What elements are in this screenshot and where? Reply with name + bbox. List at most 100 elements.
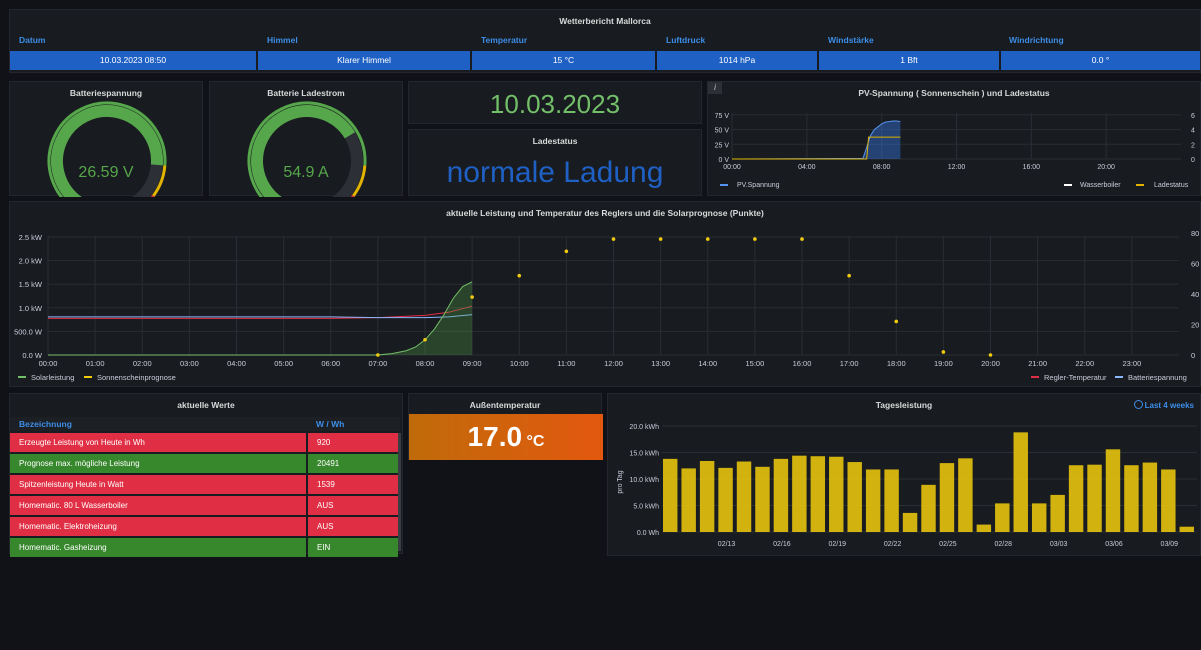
main-xtick: 14:00 xyxy=(698,359,717,368)
daily-ytick: 20.0 kWh xyxy=(629,424,659,431)
gauge-voltage-threshold-red xyxy=(150,194,155,197)
daily-xtick: 03/06 xyxy=(1105,541,1123,548)
weather-title: Wetterbericht Mallorca xyxy=(559,16,651,26)
daily-bar xyxy=(736,461,752,532)
row-label: Homematic. 80 L Wasserboiler xyxy=(10,496,306,515)
daily-bar xyxy=(773,458,789,532)
gauge-current-arcs xyxy=(247,101,367,197)
daily-bar xyxy=(921,484,936,532)
pv-ytick-right: 4 xyxy=(1191,128,1195,135)
values-header-value[interactable]: W / Wh xyxy=(316,419,345,429)
main-ytick-right: 60 xyxy=(1191,260,1199,269)
values-header-label[interactable]: Bezeichnung xyxy=(19,419,72,429)
main-ytick-left: 2.0 kW xyxy=(19,257,43,266)
header-temperatur[interactable]: Temperatur xyxy=(481,35,528,45)
gauge-voltage-title: Batteriespannung xyxy=(69,88,143,98)
main-xtick: 13:00 xyxy=(651,359,670,368)
values-scrollbar[interactable] xyxy=(398,433,401,551)
row-label: Spitzenleistung Heute in Watt xyxy=(10,475,306,494)
main-ytick-right: 20 xyxy=(1191,321,1199,330)
header-windstaerke[interactable]: Windstärke xyxy=(828,35,874,45)
row-value: AUS xyxy=(308,517,398,536)
legend-swatch-solar xyxy=(18,376,26,378)
info-icon[interactable]: i xyxy=(708,82,722,94)
row-label: Erzeugte Leistung von Heute in Wh xyxy=(10,433,306,452)
ladestatus-title: Ladestatus xyxy=(532,136,578,146)
daily-bar xyxy=(810,456,826,532)
solarleistung-area xyxy=(48,281,473,355)
daily-bar xyxy=(829,456,844,532)
gauge-voltage-threshold-yellow xyxy=(152,165,167,197)
main-ytick-right: 0 xyxy=(1191,351,1195,360)
main-xtick: 02:00 xyxy=(133,359,152,368)
sonnenscheinprognose-point xyxy=(517,273,522,278)
daily-bar xyxy=(1161,469,1176,532)
gauge-current-title: Batterie Ladestrom xyxy=(267,88,345,98)
cell-windrichtung: 0.0 ° xyxy=(1001,51,1200,70)
daily-xtick: 02/25 xyxy=(939,541,957,548)
daily-bar xyxy=(1105,449,1121,532)
header-himmel[interactable]: Himmel xyxy=(267,35,298,45)
main-xtick: 12:00 xyxy=(604,359,623,368)
cell-windstaerke: 1 Bft xyxy=(819,51,999,70)
gauge-voltage-value: 26.59 V xyxy=(78,164,134,181)
legend-swatch-boiler xyxy=(1064,184,1072,186)
main-xtick: 00:00 xyxy=(39,359,58,368)
time-range-label: Last 4 weeks xyxy=(1144,401,1194,410)
ladestatus-panel: Ladestatus normale Ladung xyxy=(408,129,702,196)
gauge-voltage-threshold-green xyxy=(47,101,167,197)
main-ytick-left: 2.5 kW xyxy=(19,233,43,242)
sonnenscheinprognose-point xyxy=(800,237,804,241)
daily-bar xyxy=(884,469,899,532)
daily-bar xyxy=(847,462,862,532)
daily-xtick: 02/28 xyxy=(995,541,1013,548)
main-chart-title: aktuelle Leistung und Temperatur des Reg… xyxy=(446,208,764,218)
cell-temperatur: 15 °C xyxy=(472,51,655,70)
outdoor-panel: Außentemperatur 17.0 °C xyxy=(408,393,603,460)
header-windrichtung[interactable]: Windrichtung xyxy=(1009,35,1064,45)
daily-bar xyxy=(1142,462,1158,532)
ladestatus-line xyxy=(732,136,901,160)
daily-ylabel: pro Tag xyxy=(617,470,624,493)
gauge-voltage-arcs xyxy=(47,101,167,197)
daily-bar xyxy=(865,469,881,532)
main-xtick: 15:00 xyxy=(745,359,764,368)
daily-xtick: 02/22 xyxy=(884,541,902,548)
gauge-current-fill xyxy=(251,105,356,197)
daily-title: Tagesleistung xyxy=(875,400,933,410)
batteriespannung-line xyxy=(48,314,473,319)
daily-xtick: 02/19 xyxy=(828,541,846,548)
sonnenscheinprognose-point xyxy=(941,350,946,354)
cell-himmel: Klarer Himmel xyxy=(258,51,470,70)
pv-xtick: 08:00 xyxy=(873,164,891,171)
legend-solar: Solarleistung xyxy=(31,373,74,382)
daily-bar xyxy=(976,524,992,532)
outdoor-title: Außentemperatur xyxy=(469,400,541,410)
header-datum[interactable]: Datum xyxy=(19,35,46,45)
sonnenscheinprognose-point xyxy=(753,237,757,241)
daily-bar xyxy=(1179,526,1194,532)
main-xtick: 04:00 xyxy=(227,359,246,368)
legend-prognose: Sonnenscheinprognose xyxy=(97,373,176,382)
main-xtick: 08:00 xyxy=(416,359,435,368)
main-xtick: 11:00 xyxy=(557,359,575,368)
daily-xtick: 03/03 xyxy=(1050,541,1068,548)
time-range-picker[interactable]: Last 4 weeks xyxy=(1133,400,1194,410)
pv-ytick-right: 6 xyxy=(1191,113,1195,120)
pv-spannung-area xyxy=(732,120,901,159)
sonnenscheinprognose-point xyxy=(564,249,569,254)
main-ytick-left: 1.0 kW xyxy=(19,304,43,313)
daily-bar xyxy=(792,455,807,532)
pv-xtick: 12:00 xyxy=(948,164,966,171)
date-panel: 10.03.2023 xyxy=(408,81,702,124)
main-xtick: 18:00 xyxy=(887,359,906,368)
main-ytick-left: 0.0 W xyxy=(22,351,43,360)
main-xtick: 20:00 xyxy=(981,359,1000,368)
values-panel: aktuelle Werte Bezeichnung W / Wh Erzeug… xyxy=(9,393,403,557)
header-luftdruck[interactable]: Luftdruck xyxy=(666,35,706,45)
outdoor-unit: °C xyxy=(526,433,545,450)
date-value: 10.03.2023 xyxy=(489,89,621,119)
main-chart: 0.0 W 500.0 W 1.0 kW 1.5 kW 2.0 kW 2.5 kW 0 20 4… xyxy=(14,229,1199,382)
legend-ladestatus: Ladestatus xyxy=(1154,182,1189,189)
pv-ytick-right: 0 xyxy=(1191,157,1195,164)
